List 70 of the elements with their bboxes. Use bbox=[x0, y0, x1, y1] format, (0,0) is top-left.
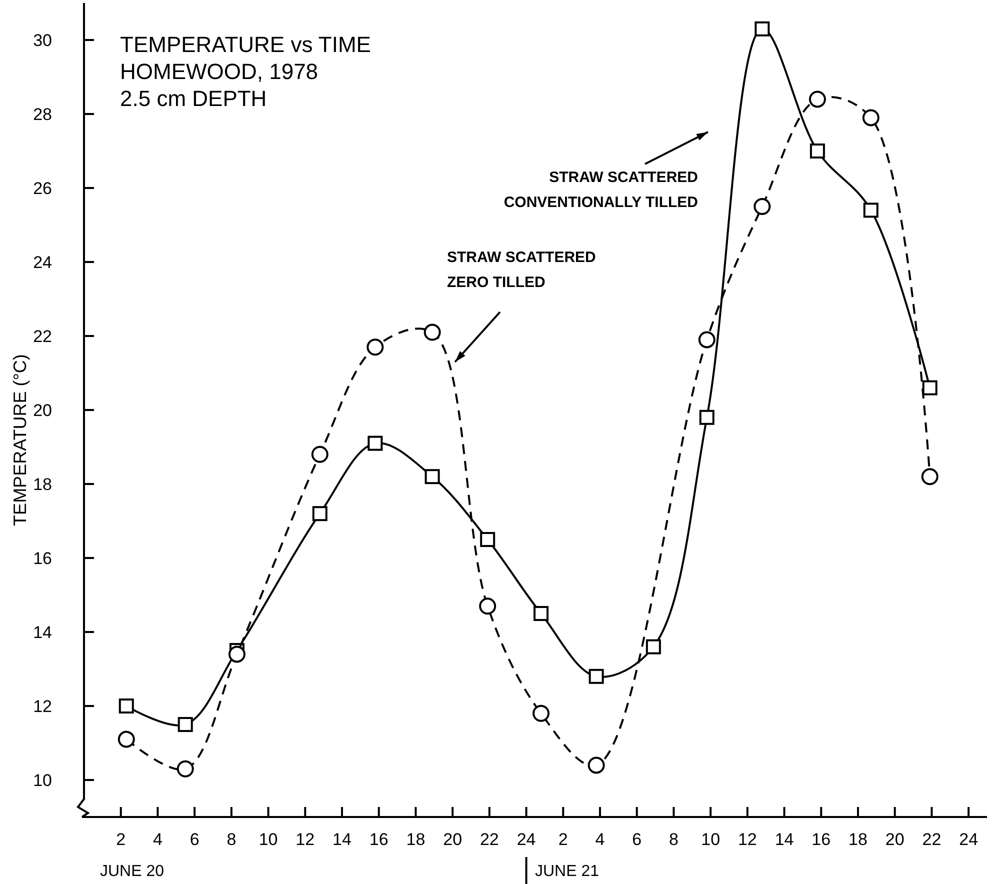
x-tick-label: 4 bbox=[152, 830, 162, 849]
y-tick-label: 20 bbox=[33, 400, 52, 420]
point bbox=[754, 198, 771, 215]
point bbox=[699, 410, 714, 425]
x-tick-label: 8 bbox=[668, 830, 678, 849]
y-tick-label: 18 bbox=[33, 474, 52, 494]
point bbox=[424, 324, 441, 341]
point bbox=[479, 598, 496, 615]
x-tick-label: 2 bbox=[116, 830, 126, 849]
point bbox=[532, 704, 550, 722]
x-tick-label: 8 bbox=[226, 830, 236, 849]
point bbox=[178, 717, 193, 732]
x-tick-label: 24 bbox=[516, 830, 536, 849]
y-axis-title: TEMPERATURE (°C) bbox=[10, 354, 30, 526]
x-tick-label: 10 bbox=[701, 830, 720, 849]
text: JUNE 21 bbox=[535, 863, 600, 880]
point bbox=[862, 109, 880, 126]
x-tick-label: 16 bbox=[369, 830, 388, 849]
x-tick-label: 6 bbox=[190, 830, 200, 849]
y-tick-label: 14 bbox=[33, 622, 52, 642]
point bbox=[534, 606, 549, 621]
x-tick-label: 4 bbox=[595, 830, 605, 849]
point bbox=[312, 506, 328, 522]
y-tick-label: 22 bbox=[33, 326, 52, 346]
point bbox=[588, 756, 605, 774]
x-tick-label: 22 bbox=[480, 830, 499, 849]
legend-label: STRAW SCATTERED CONVENTIONALLY TILLED bbox=[504, 169, 698, 211]
x-tick-label: 12 bbox=[296, 830, 315, 849]
text: JUNE 20 bbox=[100, 863, 164, 880]
x-tick-label: 12 bbox=[738, 830, 757, 849]
y-tick-label: 30 bbox=[33, 30, 52, 50]
point bbox=[480, 532, 496, 547]
x-tick-label: 2 bbox=[558, 830, 568, 849]
point bbox=[921, 468, 938, 486]
x-tick-label: 16 bbox=[812, 830, 831, 849]
point bbox=[588, 668, 604, 684]
point bbox=[698, 331, 716, 348]
point bbox=[228, 646, 246, 663]
y-tick-label: 28 bbox=[33, 104, 52, 124]
point bbox=[646, 639, 661, 654]
x-tick-label: 18 bbox=[406, 830, 426, 849]
point bbox=[118, 698, 134, 714]
y-tick-label: 12 bbox=[33, 696, 52, 716]
y-tick-label: 26 bbox=[33, 178, 52, 198]
x-tick-label: 14 bbox=[774, 830, 794, 849]
point bbox=[118, 730, 135, 748]
point bbox=[810, 144, 825, 158]
point bbox=[366, 338, 384, 356]
x-tick-label: 20 bbox=[885, 830, 904, 849]
point bbox=[368, 436, 383, 451]
point bbox=[863, 202, 878, 218]
point bbox=[311, 446, 328, 463]
x-tick-label: 24 bbox=[959, 830, 978, 849]
point bbox=[176, 760, 194, 778]
point bbox=[424, 469, 440, 484]
x-tick-label: 22 bbox=[922, 830, 942, 849]
point bbox=[922, 380, 938, 396]
y-tick-label: 24 bbox=[33, 252, 52, 272]
text: STRAW SCATTERED ZERO TILLED bbox=[447, 249, 596, 291]
x-tick-label: 10 bbox=[258, 830, 278, 849]
x-tick-label: 14 bbox=[332, 830, 352, 849]
text: TEMPERATURE vs TIME bbox=[120, 32, 371, 57]
x-tick-label: 18 bbox=[848, 830, 868, 849]
point bbox=[808, 90, 826, 108]
text: HOMEWOOD, 1978 2.5 cm DEPTH bbox=[120, 59, 318, 111]
x-tick-label: 6 bbox=[632, 830, 642, 849]
y-tick-label: 10 bbox=[33, 770, 52, 790]
x-tick-label: 20 bbox=[443, 830, 462, 849]
y-tick-label: 16 bbox=[33, 548, 52, 568]
point bbox=[754, 21, 770, 36]
